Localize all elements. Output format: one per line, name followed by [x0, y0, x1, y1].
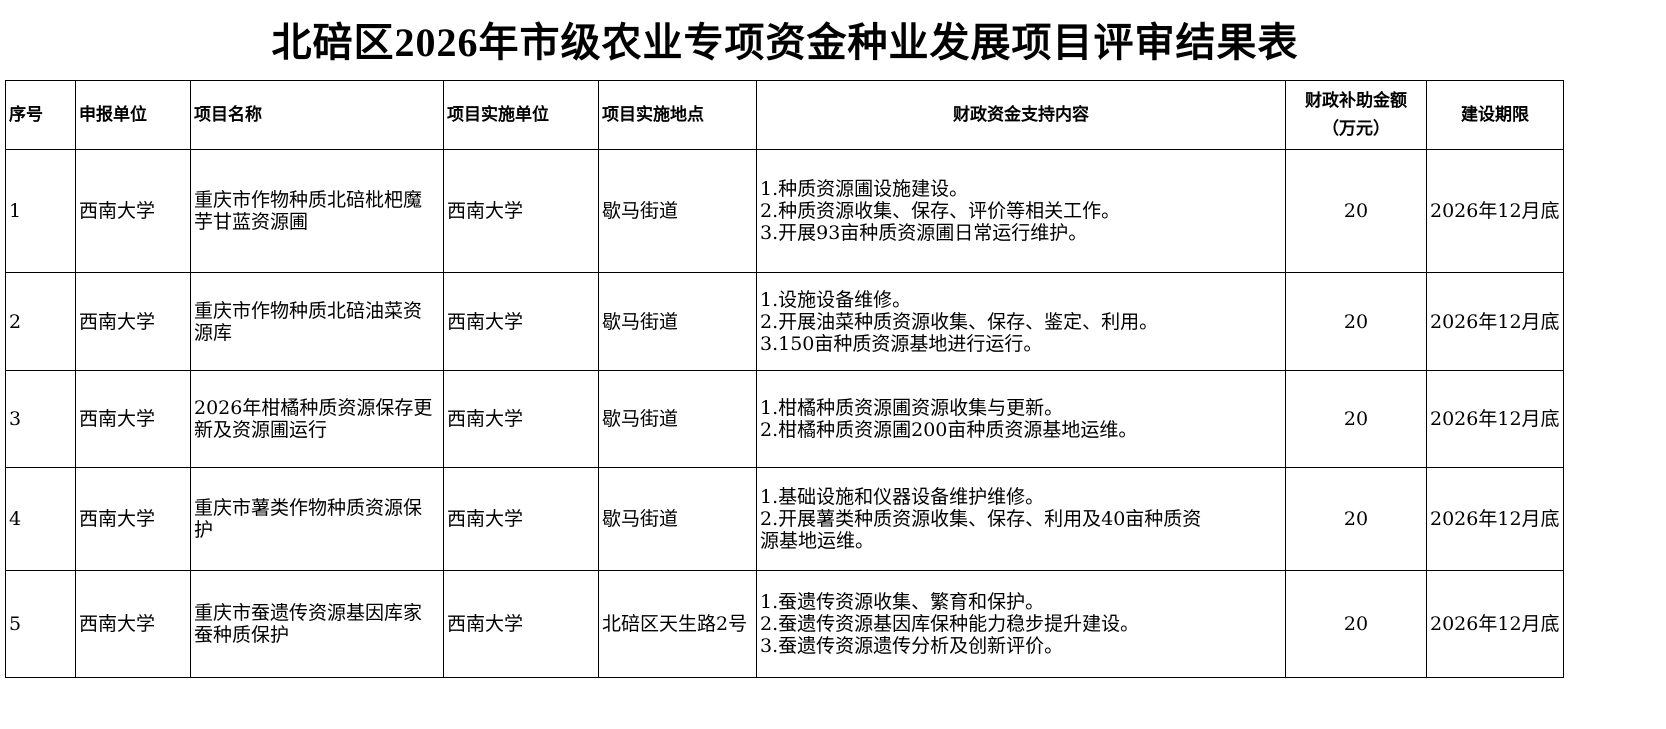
cell-unit: 西南大学 — [443, 272, 599, 371]
cell-name: 重庆市作物种质北碚油菜资源库 — [190, 272, 444, 371]
header-applicant: 申报单位 — [75, 80, 191, 150]
content-line: 1.蚕遗传资源收集、繁育和保护。 — [760, 591, 1045, 613]
cell-name: 2026年柑橘种质资源保存更新及资源圃运行 — [190, 370, 444, 468]
cell-applicant: 西南大学 — [75, 467, 191, 571]
content-line: 1.柑橘种质资源圃资源收集与更新。 — [760, 397, 1064, 419]
cell-no: 1 — [5, 149, 76, 273]
table-row: 4 西南大学 重庆市薯类作物种质资源保护 西南大学 歇马街道 1.基础设施和仪器设备维护维… — [5, 467, 1564, 571]
cell-unit: 西南大学 — [443, 467, 599, 571]
cell-content: 1.种质资源圃设施建设。 2.种质资源收集、保存、评价等相关工作。 3.开展93亩种… — [756, 149, 1286, 273]
cell-deadline: 2026年12月底 — [1426, 370, 1564, 468]
content-line: 2.种质资源收集、保存、评价等相关工作。 — [760, 200, 1121, 222]
content-line: 1.种质资源圃设施建设。 — [760, 178, 969, 200]
cell-applicant: 西南大学 — [75, 272, 191, 371]
cell-location: 歇马街道 — [598, 272, 757, 371]
header-deadline: 建设期限 — [1426, 80, 1564, 150]
content-line: 3.蚕遗传资源遗传分析及创新评价。 — [760, 635, 1064, 657]
cell-unit: 西南大学 — [443, 149, 599, 273]
table-row: 2 西南大学 重庆市作物种质北碚油菜资源库 西南大学 歇马街道 1.设施设备维修。 2.开展… — [5, 272, 1564, 371]
header-amount: 财政补助金额 （万元） — [1285, 80, 1427, 150]
header-no: 序号 — [5, 80, 76, 150]
table-row: 3 西南大学 2026年柑橘种质资源保存更新及资源圃运行 西南大学 歇马街道 1.柑橘种质… — [5, 370, 1564, 468]
header-content: 财政资金支持内容 — [756, 80, 1286, 150]
cell-content: 1.基础设施和仪器设备维护维修。 2.开展薯类种质资源收集、保存、利用及40亩种质… — [756, 467, 1286, 571]
content-line: 2.开展薯类种质资源收集、保存、利用及40亩种质资 — [760, 508, 1202, 530]
table-row: 5 西南大学 重庆市蚕遗传资源基因库家蚕种质保护 西南大学 北碚区天生路2号 1.蚕遗传资… — [5, 570, 1564, 678]
cell-content: 1.柑橘种质资源圃资源收集与更新。 2.柑橘种质资源圃200亩种质资源基地运维。 — [756, 370, 1286, 468]
cell-unit: 西南大学 — [443, 570, 599, 678]
cell-amount: 20 — [1285, 570, 1427, 678]
table-row: 1 西南大学 重庆市作物种质北碚枇杷魔芋甘蓝资源圃 西南大学 歇马街道 1.种质资源圃设施… — [5, 149, 1564, 273]
cell-no: 4 — [5, 467, 76, 571]
cell-deadline: 2026年12月底 — [1426, 570, 1564, 678]
cell-location: 歇马街道 — [598, 370, 757, 468]
header-row: 序号 申报单位 项目名称 项目实施单位 项目实施地点 财政资金支持内容 财政补助… — [5, 80, 1564, 150]
header-location: 项目实施地点 — [598, 80, 757, 150]
cell-no: 3 — [5, 370, 76, 468]
header-unit: 项目实施单位 — [443, 80, 599, 150]
cell-amount: 20 — [1285, 149, 1427, 273]
cell-location: 北碚区天生路2号 — [598, 570, 757, 678]
cell-unit: 西南大学 — [443, 370, 599, 468]
cell-deadline: 2026年12月底 — [1426, 272, 1564, 371]
cell-name: 重庆市薯类作物种质资源保护 — [190, 467, 444, 571]
content-line: 2.柑橘种质资源圃200亩种质资源基地运维。 — [760, 419, 1138, 441]
cell-amount: 20 — [1285, 467, 1427, 571]
cell-name: 重庆市蚕遗传资源基因库家蚕种质保护 — [190, 570, 444, 678]
cell-amount: 20 — [1285, 272, 1427, 371]
page-title: 北碚区2026年市级农业专项资金种业发展项目评审结果表 — [271, 20, 1299, 65]
cell-no: 2 — [5, 272, 76, 371]
content-line: 2.开展油菜种质资源收集、保存、鉴定、利用。 — [760, 310, 1159, 333]
cell-applicant: 西南大学 — [75, 570, 191, 678]
cell-location: 歇马街道 — [598, 467, 757, 571]
content-line: 2.蚕遗传资源基因库保种能力稳步提升建设。 — [760, 613, 1140, 635]
results-table: 序号 申报单位 项目名称 项目实施单位 项目实施地点 财政资金支持内容 财政补助… — [5, 80, 1564, 678]
cell-location: 歇马街道 — [598, 149, 757, 273]
cell-deadline: 2026年12月底 — [1426, 467, 1564, 571]
content-line: 3.150亩种质资源基地进行运行。 — [760, 332, 1043, 355]
content-line: 1.基础设施和仪器设备维护维修。 — [760, 486, 1045, 508]
header-name: 项目名称 — [190, 80, 444, 150]
cell-amount: 20 — [1285, 370, 1427, 468]
content-line: 1.设施设备维修。 — [760, 288, 912, 311]
cell-content: 1.蚕遗传资源收集、繁育和保护。 2.蚕遗传资源基因库保种能力稳步提升建设。 3.蚕… — [756, 570, 1286, 678]
cell-name: 重庆市作物种质北碚枇杷魔芋甘蓝资源圃 — [190, 149, 444, 273]
cell-applicant: 西南大学 — [75, 370, 191, 468]
cell-content: 1.设施设备维修。 2.开展油菜种质资源收集、保存、鉴定、利用。 3.150亩种质资… — [756, 272, 1286, 371]
cell-no: 5 — [5, 570, 76, 678]
content-line: 源基地运维。 — [760, 530, 875, 552]
cell-deadline: 2026年12月底 — [1426, 149, 1564, 273]
cell-applicant: 西南大学 — [75, 149, 191, 273]
content-line: 3.开展93亩种质资源圃日常运行维护。 — [760, 222, 1088, 244]
